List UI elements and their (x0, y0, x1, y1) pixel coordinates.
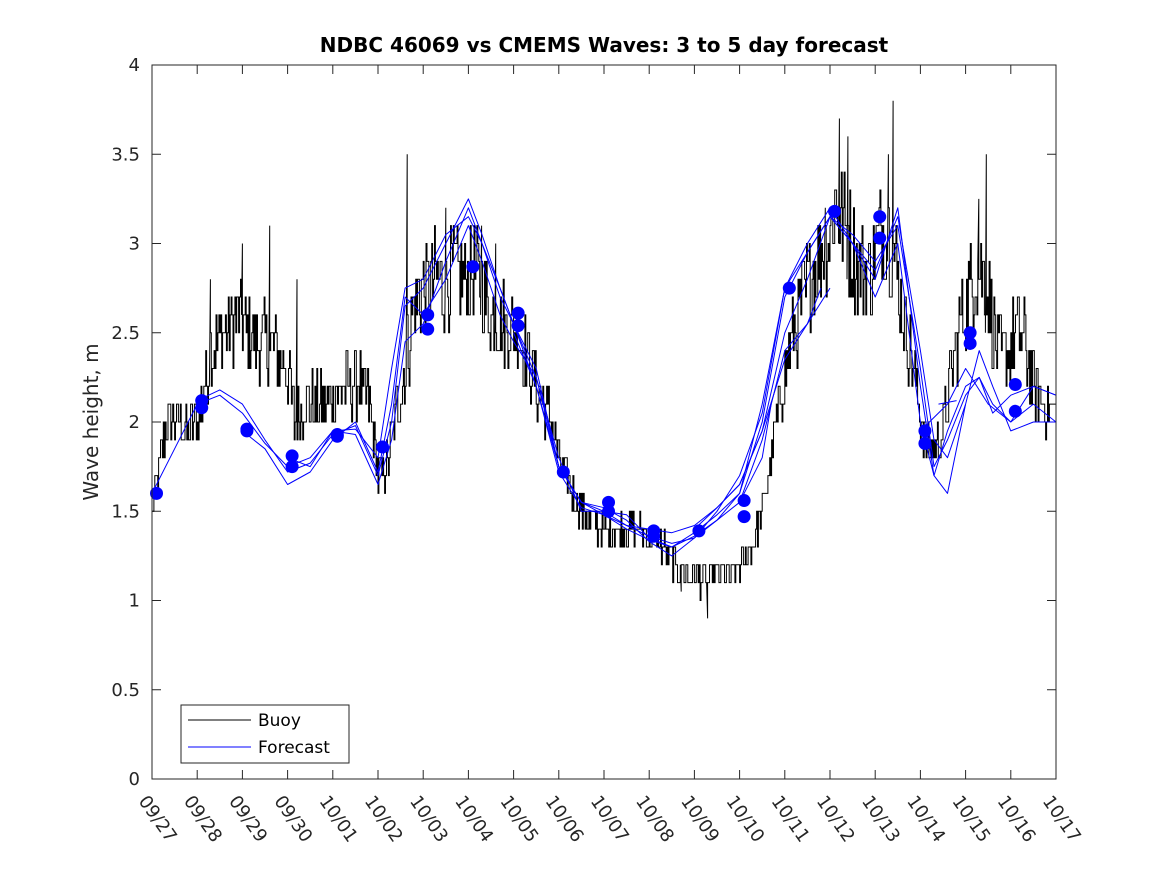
forecast-marker (602, 504, 616, 518)
y-tick-label: 0 (129, 769, 140, 790)
x-tick-label: 10/12 (812, 792, 859, 847)
legend: Buoy Forecast (180, 704, 350, 764)
forecast-marker (511, 319, 525, 333)
y-tick-label: 1 (129, 591, 140, 612)
forecast-line (739, 287, 822, 503)
x-tick-label: 09/29 (224, 792, 271, 847)
forecast-line (694, 207, 1056, 530)
x-tick-label: 10/06 (541, 792, 588, 847)
y-axis: 0 0.5 1 1.5 2 2.5 3 3.5 4 (111, 55, 1056, 790)
forecast-marker (692, 524, 706, 538)
x-tick-label: 10/05 (496, 792, 543, 847)
x-tick-label: 10/15 (948, 792, 995, 847)
forecast-marker (330, 427, 344, 441)
x-tick-label: 10/10 (722, 792, 769, 847)
x-tick-label: 10/09 (676, 792, 723, 847)
forecast-marker (602, 495, 616, 509)
forecast-marker (647, 529, 661, 543)
x-tick-label: 09/27 (134, 792, 181, 847)
y-tick-label: 0.5 (111, 680, 140, 701)
chart-title: NDBC 46069 vs CMEMS Waves: 3 to 5 day fo… (320, 33, 889, 57)
forecast-marker (963, 336, 977, 350)
forecast-marker (556, 465, 570, 479)
forecast-marker (873, 231, 887, 245)
x-tick-label: 10/03 (405, 792, 452, 847)
forecast-marker (828, 204, 842, 218)
series-layer (150, 100, 1057, 619)
x-tick-label: 09/30 (270, 792, 317, 847)
forecast-marker (421, 322, 435, 336)
y-axis-label: Wave height, m (79, 343, 103, 500)
forecast-marker (376, 440, 390, 454)
forecast-marker (195, 394, 209, 408)
forecast-line (287, 216, 967, 544)
y-tick-label: 3.5 (111, 144, 140, 165)
forecast-marker (737, 510, 751, 524)
forecast-marker (1008, 404, 1022, 418)
legend-box (180, 704, 350, 764)
y-tick-label: 4 (129, 55, 140, 76)
plot-frame (151, 64, 1057, 780)
legend-buoy-label: Buoy (258, 711, 301, 731)
forecast-marker (782, 281, 796, 295)
forecast-marker (737, 494, 751, 508)
x-tick-label: 10/16 (993, 792, 1040, 847)
x-tick-label: 10/02 (360, 792, 407, 847)
y-tick-label: 2.5 (111, 323, 140, 344)
x-tick-label: 10/01 (315, 792, 362, 847)
legend-forecast-label: Forecast (258, 738, 330, 758)
forecast-marker (285, 449, 299, 463)
forecast-marker (285, 460, 299, 474)
x-tick-label: 10/08 (631, 792, 678, 847)
x-tick-label: 10/11 (767, 792, 814, 847)
forecast-marker (240, 424, 254, 438)
forecast-line (938, 400, 957, 405)
forecast-marker (918, 436, 932, 450)
y-tick-label: 3 (129, 234, 140, 255)
x-tick-label: 10/14 (902, 792, 949, 847)
forecast-marker (511, 306, 525, 320)
x-tick-label: 10/17 (1038, 792, 1085, 847)
x-tick-label: 09/28 (179, 792, 226, 847)
forecast-line (920, 368, 1057, 432)
x-tick-label: 10/07 (586, 792, 633, 847)
forecast-marker (421, 308, 435, 322)
x-tick-label: 10/13 (857, 792, 904, 847)
forecast-marker (150, 486, 164, 500)
y-tick-label: 2 (129, 412, 140, 433)
forecast-marker (873, 210, 887, 224)
x-tick-label: 10/04 (450, 792, 497, 847)
forecast-marker (963, 326, 977, 340)
forecast-marker (918, 424, 932, 438)
forecast-marker (1008, 378, 1022, 392)
forecast-marker (466, 260, 480, 274)
y-tick-label: 1.5 (111, 501, 140, 522)
